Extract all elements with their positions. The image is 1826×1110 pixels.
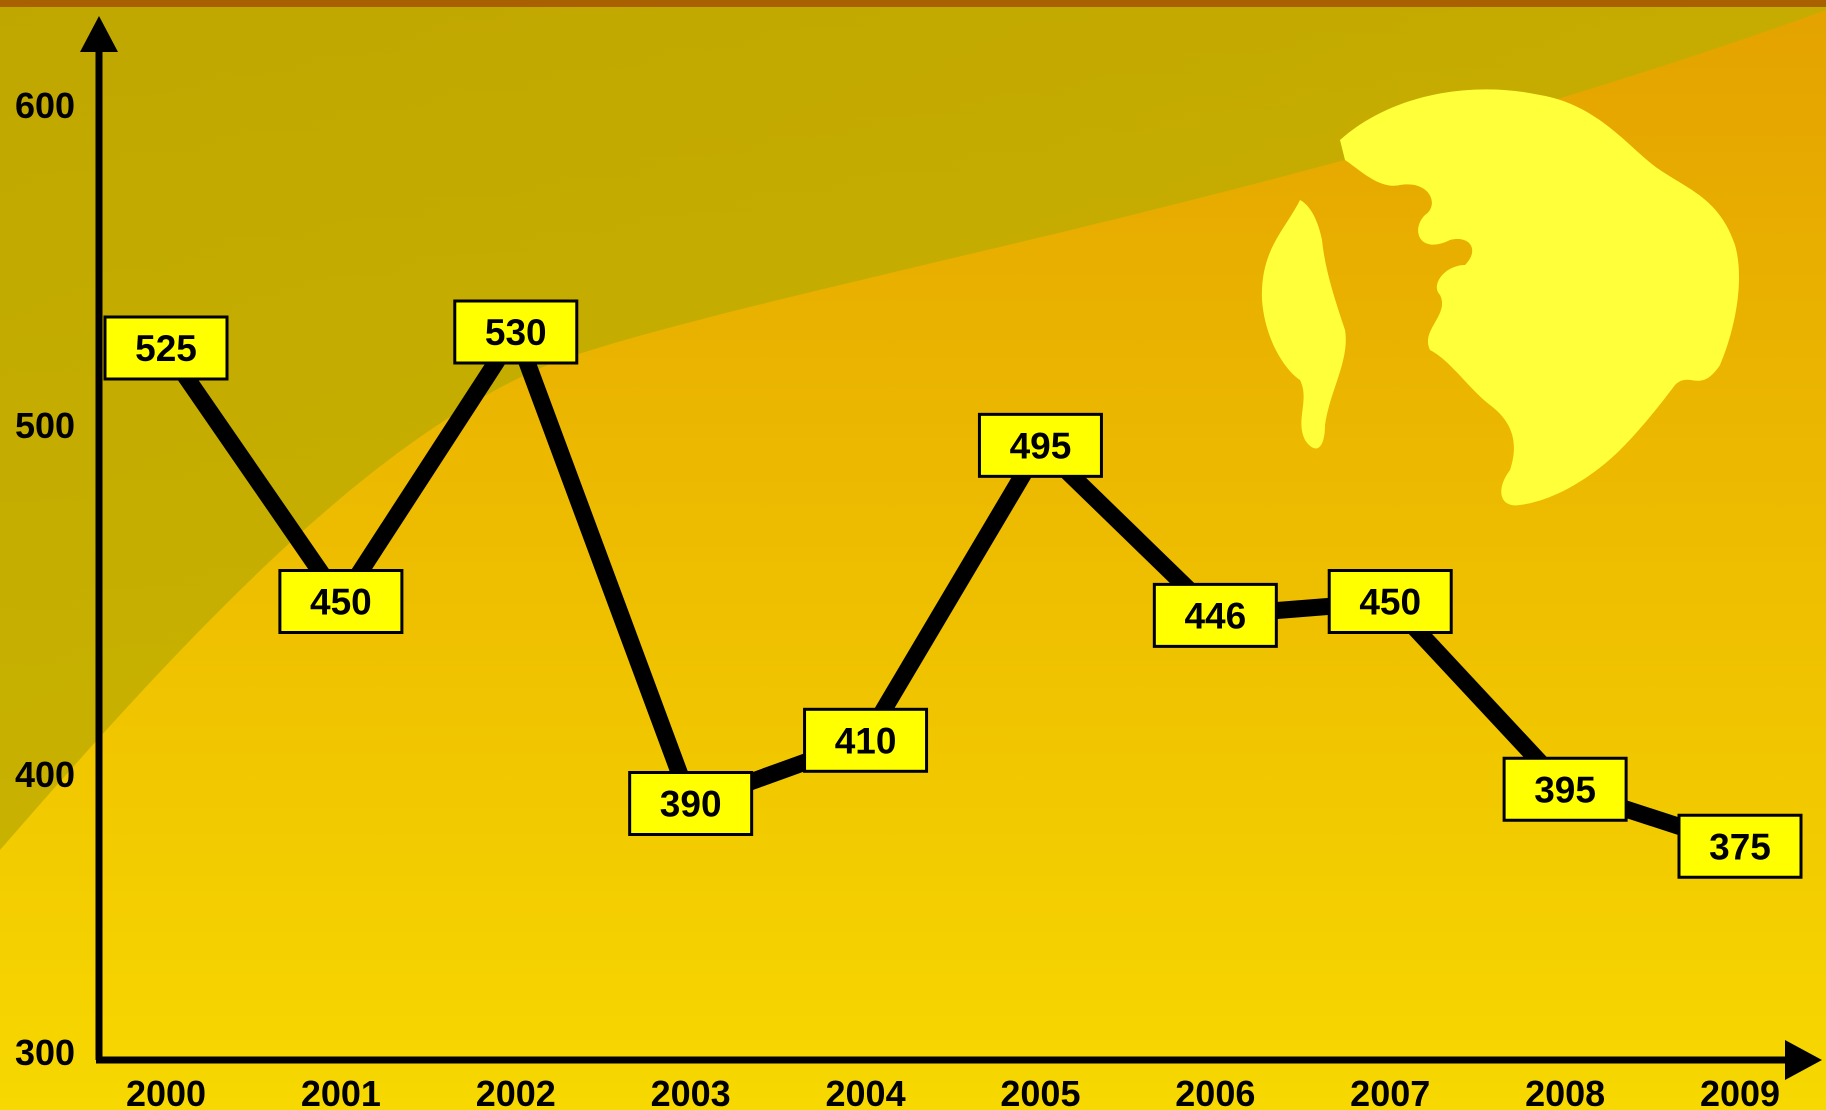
data-label: 495: [977, 412, 1103, 478]
data-label-text: 375: [1709, 826, 1771, 867]
data-label: 390: [628, 771, 754, 836]
y-tick-labels: 600 500 400 300: [15, 85, 75, 1073]
data-label-box: [103, 315, 229, 381]
y-tick-label: 400: [15, 754, 75, 795]
data-label-text: 525: [135, 328, 197, 369]
x-axis: [96, 1040, 1822, 1080]
data-label: 446: [1152, 582, 1278, 648]
data-label-text: 410: [835, 720, 897, 761]
data-label-box: [453, 299, 579, 365]
x-tick-label: 2003: [651, 1073, 731, 1110]
data-label-box: [1327, 569, 1453, 634]
x-tick-label: 2009: [1700, 1073, 1780, 1110]
data-label: 530: [453, 299, 579, 365]
data-label: 410: [803, 707, 929, 773]
data-label-box: [628, 771, 754, 836]
top-border: [0, 0, 1826, 7]
data-label-box: [977, 412, 1103, 478]
data-label-text: 395: [1534, 769, 1596, 810]
x-tick-label: 2002: [476, 1073, 556, 1110]
x-tick-label: 2004: [826, 1073, 906, 1110]
x-tick-label: 2007: [1350, 1073, 1430, 1110]
data-label: 395: [1502, 756, 1628, 822]
data-labels: 525 450 530 390 410 495 446 450 395 375: [103, 299, 1803, 879]
data-label-box: [1677, 813, 1803, 879]
data-label-text: 446: [1184, 595, 1246, 636]
data-label-text: 530: [485, 312, 547, 353]
globe-icon: [1261, 89, 1740, 506]
y-tick-label: 600: [15, 85, 75, 126]
x-tick-label: 2008: [1525, 1073, 1605, 1110]
series-line: [159, 313, 1743, 855]
x-axis-arrow-icon: [1785, 1040, 1822, 1080]
data-label-text: 450: [310, 582, 372, 623]
y-axis-arrow-icon: [80, 16, 118, 52]
x-tick-label: 2000: [126, 1073, 206, 1110]
y-axis: [80, 16, 118, 1060]
data-label: 525: [103, 315, 229, 381]
x-tick-label: 2005: [1000, 1073, 1080, 1110]
x-tick-labels: 2000 2001 2002 2003 2004 2005 2006 2007 2008 2009: [126, 1073, 1780, 1110]
data-label-text: 495: [1010, 425, 1072, 466]
data-label-box: [1502, 756, 1628, 822]
data-label-text: 390: [660, 784, 722, 825]
data-label-box: [803, 707, 929, 773]
y-tick-label: 500: [15, 405, 75, 446]
data-label: 450: [1327, 569, 1453, 634]
x-tick-label: 2006: [1175, 1073, 1255, 1110]
data-label-box: [278, 569, 404, 634]
y-tick-label: 300: [15, 1032, 75, 1073]
data-label: 450: [278, 569, 404, 634]
data-label-box: [1152, 582, 1278, 648]
data-label: 375: [1677, 813, 1803, 879]
data-label-text: 450: [1359, 582, 1421, 623]
x-tick-label: 2001: [301, 1073, 381, 1110]
background-wedge: [0, 0, 1826, 850]
